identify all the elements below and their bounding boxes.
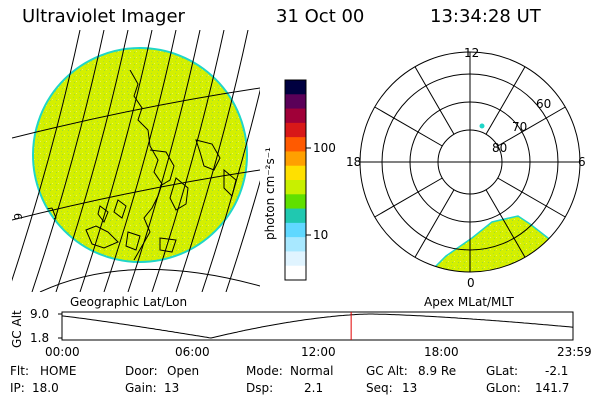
colorbar-segment [285, 94, 306, 110]
auroral-spot [479, 123, 485, 129]
info-glat-label: GLat: [486, 364, 519, 378]
info-glat-value: -2.1 [545, 364, 569, 378]
colorbar-segment [285, 237, 306, 252]
longitude-line [55, 30, 129, 292]
info-gcalt-label: GC Alt: [366, 364, 408, 378]
auroral-region [410, 215, 580, 272]
colorbar-segment [285, 194, 306, 210]
alt-tick-low: 1.8 [30, 331, 50, 345]
longitude-line [31, 30, 105, 292]
instrument-title: Ultraviolet Imager [22, 6, 185, 27]
x-tick-0600: 06:00 [175, 345, 210, 359]
polar-plot-label: Apex MLat/MLT [424, 295, 514, 309]
info-flt-label: Flt: [10, 364, 29, 378]
info-seq-label: Seq: [366, 381, 393, 395]
longitude-lines [12, 30, 260, 292]
earth-disk [32, 47, 248, 263]
x-tick-1800: 18:00 [424, 345, 459, 359]
altitude-curve [61, 313, 574, 339]
x-tick-0000: 00:00 [45, 345, 80, 359]
mlt-label-6: 6 [578, 155, 586, 169]
info-gain-value: 13 [164, 381, 180, 395]
mlt-label-12: 12 [464, 46, 480, 60]
info-door-label: Door: [125, 364, 158, 378]
info-door-value: Open [167, 364, 200, 378]
colorbar-segment [285, 151, 306, 167]
map-edge-label: 9 [12, 213, 25, 220]
colorbar-segment [285, 265, 306, 281]
longitude-line [225, 180, 260, 292]
polar-plot [359, 51, 581, 273]
latitude-line [39, 268, 260, 292]
colorbar-segment [285, 165, 306, 181]
colorbar-segment [285, 108, 306, 124]
info-mode-label: Mode: [246, 364, 283, 378]
time-label: 13:34:28 UT [430, 6, 541, 27]
latitude-line [12, 87, 260, 139]
mlt-spoke [374, 106, 443, 147]
color-bar [284, 79, 311, 281]
mlt-spoke [485, 66, 526, 135]
colorbar-segment [285, 80, 306, 95]
alt-tick-high: 9.0 [30, 307, 50, 321]
info-seq-value: 13 [402, 381, 418, 395]
geographic-map [12, 30, 260, 292]
colorbar-tick-10: 10 [313, 228, 329, 242]
lat-label-80: 80 [492, 141, 508, 155]
colorbar-segment [285, 222, 306, 238]
longitude-line [151, 30, 225, 292]
info-flt-value: HOME [40, 364, 77, 378]
mlt-spoke [497, 177, 566, 218]
alt-axis-label: GC Alt [10, 310, 24, 348]
mlt-spoke [414, 66, 455, 135]
x-tick-1200: 12:00 [301, 345, 336, 359]
longitude-line [201, 88, 260, 292]
colorbar-segment [285, 122, 306, 138]
date-label: 31 Oct 00 [276, 6, 365, 27]
colorbar-segment [285, 251, 306, 267]
info-glon-value: 141.7 [535, 381, 570, 395]
mlt-label-0: 0 [467, 276, 475, 290]
colorbar-tick-100: 100 [313, 141, 336, 155]
mlt-spoke [414, 189, 455, 258]
info-dsp-label: Dsp: [246, 381, 274, 395]
mlt-spoke [485, 189, 526, 258]
left-map-label: Geographic Lat/Lon [70, 295, 188, 309]
longitude-line [127, 30, 201, 292]
lat-label-60: 60 [536, 97, 552, 111]
x-tick-2359: 23:59 [557, 345, 592, 359]
coastline-outline [39, 69, 237, 261]
colorbar-segment [285, 137, 306, 152]
lat-label-70: 70 [512, 120, 528, 134]
info-ip-value: 18.0 [32, 381, 59, 395]
altitude-plot [58, 311, 574, 341]
info-gcalt-value: 8.9 Re [418, 364, 457, 378]
info-mode-value: Normal [290, 364, 334, 378]
longitude-line [175, 30, 249, 292]
mlt-spoke [497, 106, 566, 147]
longitude-line [12, 30, 81, 282]
mlt-spokes [360, 52, 580, 272]
info-dsp-value: 2.1 [304, 381, 324, 395]
info-gain-label: Gain: [125, 381, 157, 395]
info-glon-label: GLon: [486, 381, 521, 395]
colorbar-segment [285, 208, 306, 224]
mlt-spoke [374, 177, 443, 218]
mlt-label-18: 18 [346, 155, 362, 169]
longitude-line [79, 30, 153, 292]
info-ip-label: IP: [10, 381, 25, 395]
colorbar-segment [285, 180, 306, 195]
colorbar-unit-label: photon cm⁻²s⁻¹ [263, 147, 277, 240]
longitude-line [103, 30, 177, 292]
